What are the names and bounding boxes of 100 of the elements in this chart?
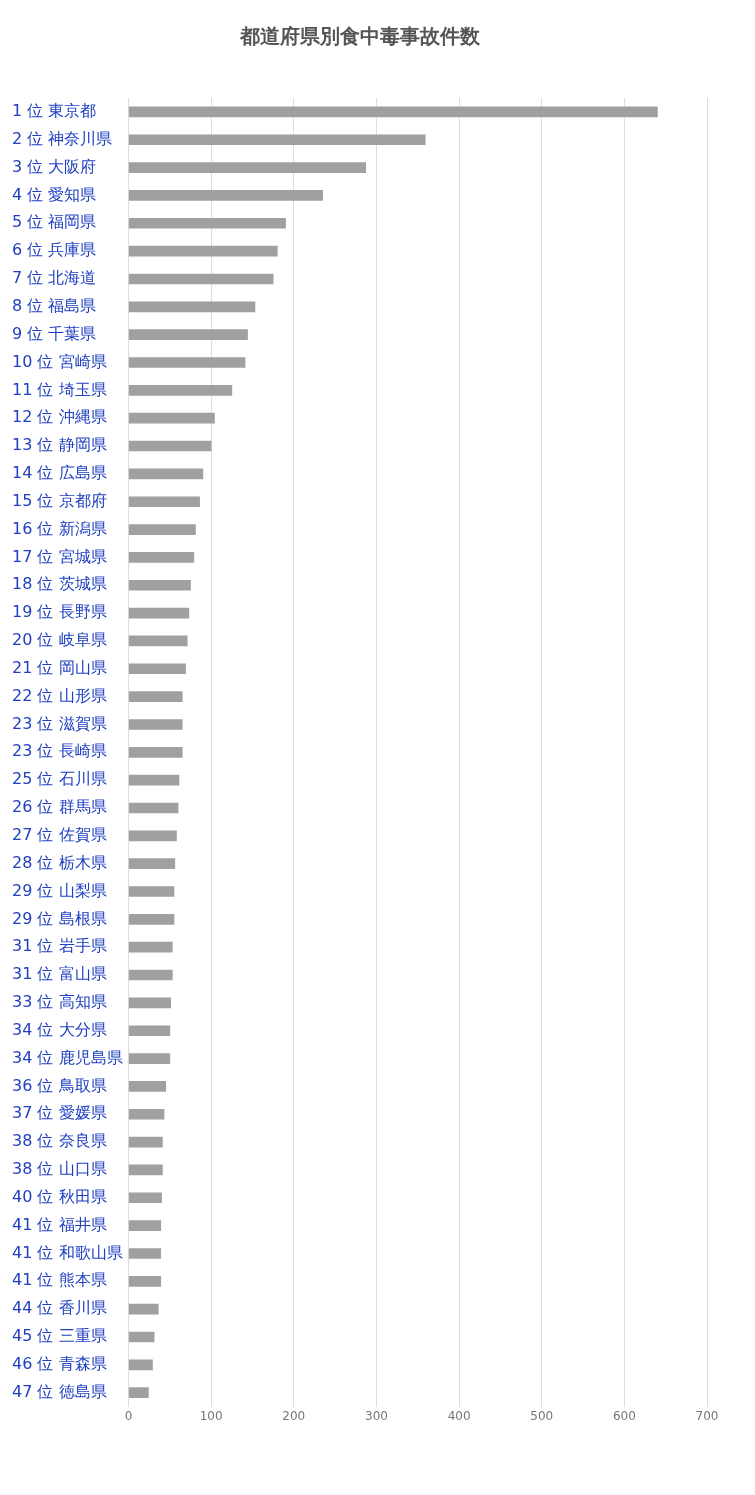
- bar: [128, 1331, 155, 1343]
- y-tick-label: 21 位 岡山県: [12, 657, 107, 677]
- bar: [128, 496, 200, 508]
- bar: [128, 997, 172, 1009]
- bar: [128, 969, 173, 981]
- y-tick-label: 22 位 山形県: [12, 685, 107, 705]
- x-tick-label: 400: [447, 1408, 471, 1423]
- y-tick-label: 12 位 沖縄県: [12, 407, 107, 427]
- bar: [128, 468, 204, 480]
- bar: [128, 663, 186, 675]
- y-tick-label: 16 位 新潟県: [12, 518, 107, 538]
- bar: [128, 1164, 163, 1176]
- bar: [128, 301, 256, 313]
- y-tick-label: 29 位 山梨県: [12, 880, 107, 900]
- bar: [128, 886, 175, 897]
- y-tick-label: 31 位 富山県: [12, 964, 107, 984]
- bar: [128, 1053, 171, 1064]
- y-tick-label: 1 位 東京都: [12, 101, 97, 121]
- bar: [128, 774, 180, 786]
- y-tick-label: 8 位 福島県: [12, 295, 97, 315]
- y-tick-label: 23 位 長崎県: [12, 741, 107, 761]
- y-tick-label: 18 位 茨城県: [12, 574, 107, 594]
- y-tick-label: 2 位 神奈川県: [12, 128, 113, 148]
- y-tick-label: 36 位 鳥取県: [12, 1075, 107, 1095]
- y-tick-label: 33 位 高知県: [12, 992, 107, 1012]
- y-tick-label: 25 位 石川県: [12, 769, 107, 789]
- bar: [128, 1387, 149, 1399]
- x-tick-label: 200: [282, 1408, 306, 1423]
- y-tick-label: 44 位 香川県: [12, 1298, 107, 1318]
- bar: [128, 440, 212, 452]
- bar: [128, 1303, 159, 1315]
- bar: [128, 691, 183, 702]
- bar: [128, 1136, 163, 1148]
- y-tick-label: 37 位 愛媛県: [12, 1103, 107, 1123]
- y-tick-label: 27 位 佐賀県: [12, 824, 107, 844]
- y-tick-label: 41 位 福井県: [12, 1214, 107, 1234]
- bar: [128, 106, 658, 118]
- bar: [128, 385, 233, 396]
- bar: [128, 635, 188, 647]
- y-tick-label: 19 位 長野県: [12, 602, 107, 622]
- y-tick-label: 23 位 滋賀県: [12, 713, 107, 733]
- y-tick-label: 29 位 島根県: [12, 908, 107, 928]
- y-tick-label: 20 位 岐阜県: [12, 630, 107, 650]
- y-tick-label: 34 位 大分県: [12, 1019, 107, 1039]
- bar: [128, 134, 426, 146]
- bar: [128, 719, 183, 730]
- bar: [128, 746, 183, 758]
- y-tick-label: 47 位 徳島県: [12, 1381, 107, 1401]
- y-tick-label: 28 位 栃木県: [12, 852, 107, 872]
- x-tick-label: 300: [364, 1408, 388, 1423]
- bar: [128, 1192, 162, 1204]
- bar: [128, 607, 190, 619]
- bar: [128, 1025, 171, 1037]
- y-tick-label: 6 位 兵庫県: [12, 240, 97, 260]
- bar: [128, 190, 324, 201]
- bar: [128, 524, 196, 535]
- chart-title: 都道府県別食中毒事故件数: [238, 24, 481, 49]
- bar: [128, 579, 191, 591]
- bar: [128, 914, 175, 925]
- y-tick-label: 5 位 福岡県: [12, 212, 97, 232]
- bar: [128, 357, 246, 368]
- bar: [128, 245, 278, 257]
- bar: [128, 1359, 153, 1371]
- y-tick-label: 9 位 千葉県: [12, 323, 97, 343]
- y-tick-label: 31 位 岩手県: [12, 936, 107, 956]
- bar: [128, 217, 286, 229]
- y-tick-label: 34 位 鹿児島県: [12, 1047, 123, 1067]
- y-tick-label: 38 位 山口県: [12, 1159, 107, 1179]
- bar: [128, 1108, 165, 1120]
- bar: [128, 802, 179, 814]
- x-tick-label: 600: [612, 1408, 636, 1423]
- bar: [128, 1248, 162, 1259]
- y-tick-label: 4 位 愛知県: [12, 184, 97, 204]
- bar: [128, 412, 215, 424]
- y-tick-label: 13 位 静岡県: [12, 435, 107, 455]
- y-tick-label: 3 位 大阪府: [12, 156, 97, 176]
- y-tick-label: 26 位 群馬県: [12, 797, 107, 817]
- y-tick-label: 11 位 埼玉県: [12, 379, 107, 399]
- bar: [128, 941, 173, 953]
- bar: [128, 552, 195, 563]
- y-tick-label: 17 位 宮城県: [12, 546, 107, 566]
- bar: [128, 1081, 167, 1092]
- y-tick-label: 46 位 青森県: [12, 1353, 107, 1373]
- bar: [128, 273, 274, 285]
- y-tick-label: 14 位 広島県: [12, 463, 107, 483]
- bar: [128, 858, 176, 869]
- bar: [128, 1275, 162, 1287]
- y-tick-label: 7 位 北海道: [12, 268, 97, 288]
- bar: [128, 1220, 162, 1231]
- y-tick-label: 45 位 三重県: [12, 1326, 107, 1346]
- y-tick-label: 38 位 奈良県: [12, 1131, 107, 1151]
- bar: [128, 162, 367, 173]
- x-tick-label: 0: [124, 1408, 133, 1423]
- x-tick-label: 700: [695, 1408, 719, 1423]
- x-tick-label: 100: [199, 1408, 223, 1423]
- y-tick-label: 41 位 和歌山県: [12, 1242, 123, 1262]
- y-tick-label: 10 位 宮崎県: [12, 351, 107, 371]
- bar: [128, 329, 248, 340]
- y-tick-label: 15 位 京都府: [12, 490, 107, 510]
- y-tick-label: 41 位 熊本県: [12, 1270, 107, 1290]
